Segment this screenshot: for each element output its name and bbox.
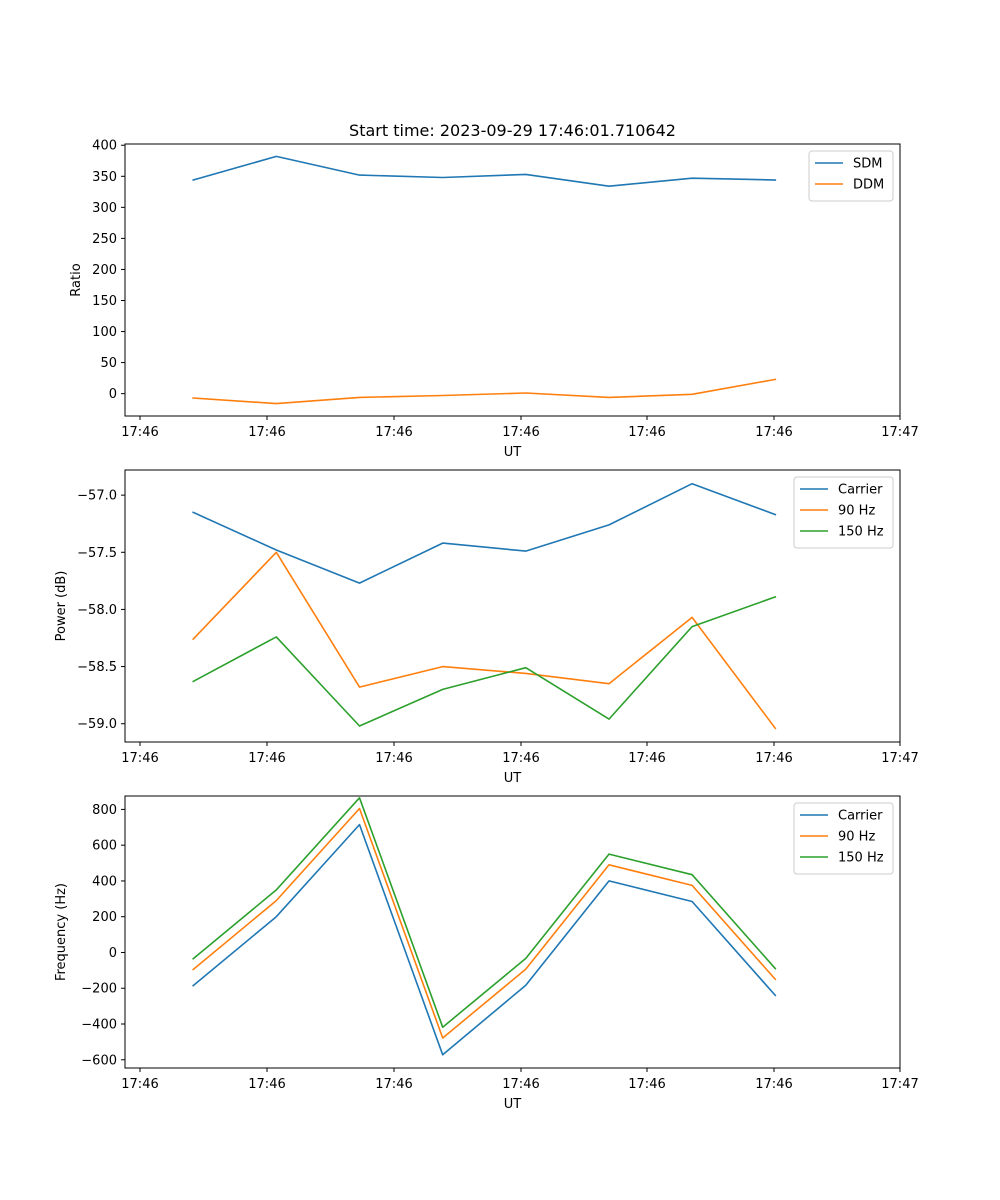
chart-2-series-150-hz (192, 595, 777, 727)
chart-2-series-90-hz (192, 551, 777, 730)
chart-1-y-tick-label: 50 (100, 356, 117, 371)
chart-1-x-tick-label: 17:46 (248, 425, 285, 440)
chart-3-y-tick-label: 200 (92, 910, 117, 925)
chart-1-axes-frame (124, 143, 901, 417)
chart-3-series-group (192, 796, 777, 1056)
chart-2-x-tick-label: 17:46 (628, 751, 665, 766)
chart-2-legend-label: Carrier (838, 483, 883, 498)
chart-3-x-tick-label: 17:46 (248, 1077, 285, 1092)
chart-3-series-carrier (192, 823, 777, 1056)
chart-3-y-tick-label: −200 (81, 982, 117, 997)
chart-1-x-tick-label: 17:46 (502, 425, 539, 440)
chart-2-x-tick-label: 17:46 (375, 751, 412, 766)
chart-1-x-tick-label: 17:46 (121, 425, 158, 440)
chart-3-axes-frame (124, 795, 901, 1069)
chart-3-y-tick-label: −400 (81, 1018, 117, 1033)
chart-2-x-tick-label: 17:46 (755, 751, 792, 766)
chart-3-y-axis-label: Frequency (Hz) (54, 883, 69, 981)
chart-3-x-tick-label: 17:46 (628, 1077, 665, 1092)
chart-1-legend: SDM DDM (808, 150, 894, 202)
chart-3-legend-label: Carrier (838, 809, 883, 824)
chart-2-legend: Carrier 90 Hz 150 Hz (793, 476, 894, 549)
chart-1-x-tick-label: 17:46 (628, 425, 665, 440)
chart-3-x-tick-label: 17:46 (121, 1077, 158, 1092)
chart-1-y-tick-label: 150 (92, 294, 117, 309)
chart-3-y-tick-label: 400 (92, 874, 117, 889)
chart-3-x-tick-label: 17:46 (502, 1077, 539, 1092)
chart-3-legend-label: 150 Hz (838, 851, 884, 866)
chart-2-y-tick-label: −57.5 (77, 546, 117, 561)
chart-3-y-tick-label: 0 (109, 946, 117, 961)
chart-2-axes-frame (124, 469, 901, 743)
chart-3-x-tick-label: 17:46 (755, 1077, 792, 1092)
figure-title: Start time: 2023-09-29 17:46:01.710642 (349, 121, 676, 140)
chart-1-series-sdm (192, 155, 777, 187)
chart-2-y-tick-label: −59.0 (77, 717, 117, 732)
chart-1-legend-label: SDM (853, 157, 882, 172)
chart-3-x-tick-label: 17:47 (881, 1077, 918, 1092)
chart-2-y-tick-label: −58.0 (77, 603, 117, 618)
chart-3-y-tick-label: 800 (92, 803, 117, 818)
chart-2-y-tick-label: −58.5 (77, 660, 117, 675)
panels: 17:46 17:46 17:46 17:46 17:46 17:46 17:47 0 50 10… (54, 139, 919, 1112)
chart-3-y-tick-label: −600 (81, 1053, 117, 1068)
chart-2-x-tick-label: 17:46 (248, 751, 285, 766)
chart-2-y-tick-label: −57.0 (77, 489, 117, 504)
chart-2: 17:46 17:46 17:46 17:46 17:46 17:46 17:47 −59.0… (54, 469, 919, 786)
chart-1-x-axis-label: UT (504, 445, 522, 460)
chart-3: 17:46 17:46 17:46 17:46 17:46 17:46 17:47 −600 −… (54, 795, 919, 1112)
chart-1-y-tick-label: 350 (92, 170, 117, 185)
chart-2-x-axis-label: UT (504, 771, 522, 786)
chart-1-y-tick-label: 400 (92, 139, 117, 154)
chart-2-legend-label: 90 Hz (838, 504, 875, 519)
chart-1-y-tick-label: 300 (92, 201, 117, 216)
chart-1-legend-label: DDM (853, 178, 884, 193)
chart-1-series-group (192, 155, 777, 405)
chart-1: 17:46 17:46 17:46 17:46 17:46 17:46 17:47 0 50 10… (69, 139, 919, 460)
chart-3-legend-label: 90 Hz (838, 830, 875, 845)
chart-3-series-150-hz (192, 796, 777, 1028)
chart-2-x-tick-label: 17:47 (881, 751, 918, 766)
chart-3-x-tick-label: 17:46 (375, 1077, 412, 1092)
chart-1-x-tick-label: 17:46 (755, 425, 792, 440)
chart-3-legend: Carrier 90 Hz 150 Hz (793, 802, 894, 875)
chart-1-y-tick-label: 200 (92, 263, 117, 278)
chart-2-series-group (192, 482, 777, 730)
chart-3-series-90-hz (192, 807, 777, 1039)
chart-2-y-axis-label: Power (dB) (54, 571, 69, 642)
chart-2-legend-label: 150 Hz (838, 525, 884, 540)
chart-1-y-tick-label: 0 (109, 387, 117, 402)
chart-1-x-tick-label: 17:46 (375, 425, 412, 440)
chart-1-y-tick-label: 100 (92, 325, 117, 340)
chart-3-y-tick-label: 600 (92, 839, 117, 854)
chart-1-x-tick-label: 17:47 (881, 425, 918, 440)
chart-2-x-tick-label: 17:46 (502, 751, 539, 766)
chart-3-x-axis-label: UT (504, 1097, 522, 1112)
chart-1-series-ddm (192, 378, 777, 405)
chart-2-x-tick-label: 17:46 (121, 751, 158, 766)
chart-1-y-axis-label: Ratio (69, 263, 84, 296)
chart-2-series-carrier (192, 482, 777, 584)
chart-1-y-tick-label: 250 (92, 232, 117, 247)
